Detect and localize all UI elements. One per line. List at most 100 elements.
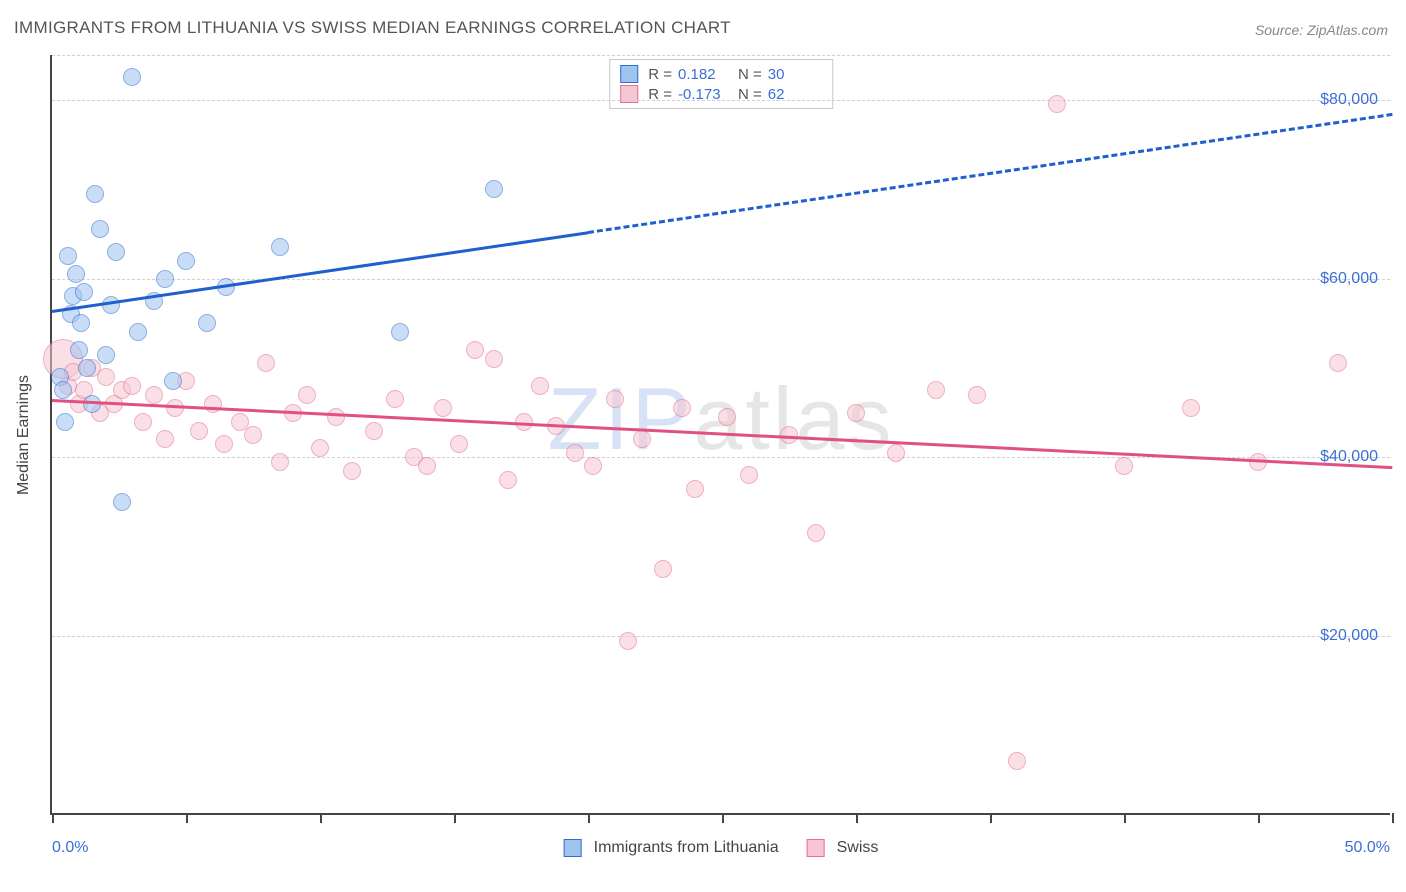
data-point-swiss <box>654 560 672 578</box>
x-tick <box>320 813 322 823</box>
data-point-swiss <box>271 453 289 471</box>
data-point-swiss <box>686 480 704 498</box>
x-tick <box>52 813 54 823</box>
data-point-lithuania <box>97 346 115 364</box>
data-point-swiss <box>927 381 945 399</box>
data-point-swiss <box>450 435 468 453</box>
legend-item-lithuania: Immigrants from Lithuania <box>564 839 779 857</box>
data-point-swiss <box>1048 95 1066 113</box>
data-point-lithuania <box>56 413 74 431</box>
data-point-swiss <box>466 341 484 359</box>
data-point-swiss <box>123 377 141 395</box>
x-tick <box>454 813 456 823</box>
data-point-lithuania <box>59 247 77 265</box>
data-point-swiss <box>673 399 691 417</box>
data-point-swiss <box>386 390 404 408</box>
data-point-swiss <box>134 413 152 431</box>
grid-line <box>52 279 1390 280</box>
data-point-lithuania <box>72 314 90 332</box>
x-tick <box>1258 813 1260 823</box>
data-point-swiss <box>156 430 174 448</box>
data-point-swiss <box>1008 752 1026 770</box>
data-point-lithuania <box>86 185 104 203</box>
data-point-swiss <box>1329 354 1347 372</box>
x-tick <box>186 813 188 823</box>
r-label: R = <box>648 66 672 83</box>
data-point-swiss <box>847 404 865 422</box>
data-point-lithuania <box>123 68 141 86</box>
data-point-swiss <box>566 444 584 462</box>
grid-line <box>52 55 1390 56</box>
r-value-lithuania: 0.182 <box>678 66 732 83</box>
trend-line-lithuania-extrapolated <box>588 113 1392 234</box>
data-point-lithuania <box>177 252 195 270</box>
swatch-lithuania <box>564 839 582 857</box>
data-point-swiss <box>257 354 275 372</box>
legend-label-swiss: Swiss <box>837 839 879 857</box>
data-point-lithuania <box>113 493 131 511</box>
data-point-lithuania <box>156 270 174 288</box>
n-label: N = <box>738 66 762 83</box>
swatch-swiss <box>807 839 825 857</box>
legend-label-lithuania: Immigrants from Lithuania <box>594 839 779 857</box>
correlation-legend: R = 0.182 N = 30 R = -0.173 N = 62 <box>609 59 833 109</box>
data-point-swiss <box>244 426 262 444</box>
data-point-lithuania <box>198 314 216 332</box>
x-tick <box>856 813 858 823</box>
data-point-swiss <box>968 386 986 404</box>
data-point-lithuania <box>391 323 409 341</box>
data-point-swiss <box>807 524 825 542</box>
data-point-swiss <box>718 408 736 426</box>
y-axis-label: Median Earnings <box>15 375 33 495</box>
data-point-swiss <box>434 399 452 417</box>
data-point-lithuania <box>67 265 85 283</box>
y-tick-label: $60,000 <box>1320 270 1378 288</box>
data-point-lithuania <box>164 372 182 390</box>
n-value-lithuania: 30 <box>768 66 822 83</box>
data-point-swiss <box>584 457 602 475</box>
x-tick <box>990 813 992 823</box>
data-point-swiss <box>311 439 329 457</box>
data-point-swiss <box>215 435 233 453</box>
x-tick-label: 0.0% <box>52 839 88 857</box>
data-point-lithuania <box>70 341 88 359</box>
data-point-swiss <box>298 386 316 404</box>
x-tick <box>1392 813 1394 823</box>
series-legend: Immigrants from Lithuania Swiss <box>564 839 879 857</box>
data-point-swiss <box>619 632 637 650</box>
data-point-swiss <box>531 377 549 395</box>
data-point-swiss <box>343 462 361 480</box>
x-tick <box>722 813 724 823</box>
data-point-lithuania <box>78 359 96 377</box>
legend-row-swiss: R = -0.173 N = 62 <box>620 84 822 104</box>
data-point-swiss <box>499 471 517 489</box>
data-point-swiss <box>1182 399 1200 417</box>
plot-area: ZIPatlas R = 0.182 N = 30 R = -0.173 N =… <box>50 55 1390 815</box>
data-point-swiss <box>606 390 624 408</box>
data-point-lithuania <box>102 296 120 314</box>
data-point-swiss <box>97 368 115 386</box>
swatch-lithuania <box>620 65 638 83</box>
data-point-swiss <box>887 444 905 462</box>
data-point-lithuania <box>54 381 72 399</box>
data-point-swiss <box>740 466 758 484</box>
grid-line <box>52 100 1390 101</box>
data-point-swiss <box>327 408 345 426</box>
data-point-swiss <box>190 422 208 440</box>
trend-line-lithuania <box>52 231 588 313</box>
data-point-swiss <box>365 422 383 440</box>
data-point-lithuania <box>271 238 289 256</box>
x-tick <box>1124 813 1126 823</box>
x-tick-label: 50.0% <box>1345 839 1390 857</box>
source-attribution: Source: ZipAtlas.com <box>1255 22 1388 38</box>
grid-line <box>52 636 1390 637</box>
y-tick-label: $20,000 <box>1320 627 1378 645</box>
legend-row-lithuania: R = 0.182 N = 30 <box>620 64 822 84</box>
data-point-lithuania <box>107 243 125 261</box>
data-point-swiss <box>145 386 163 404</box>
data-point-swiss <box>633 430 651 448</box>
x-tick <box>588 813 590 823</box>
data-point-lithuania <box>75 283 93 301</box>
legend-item-swiss: Swiss <box>807 839 879 857</box>
data-point-swiss <box>418 457 436 475</box>
